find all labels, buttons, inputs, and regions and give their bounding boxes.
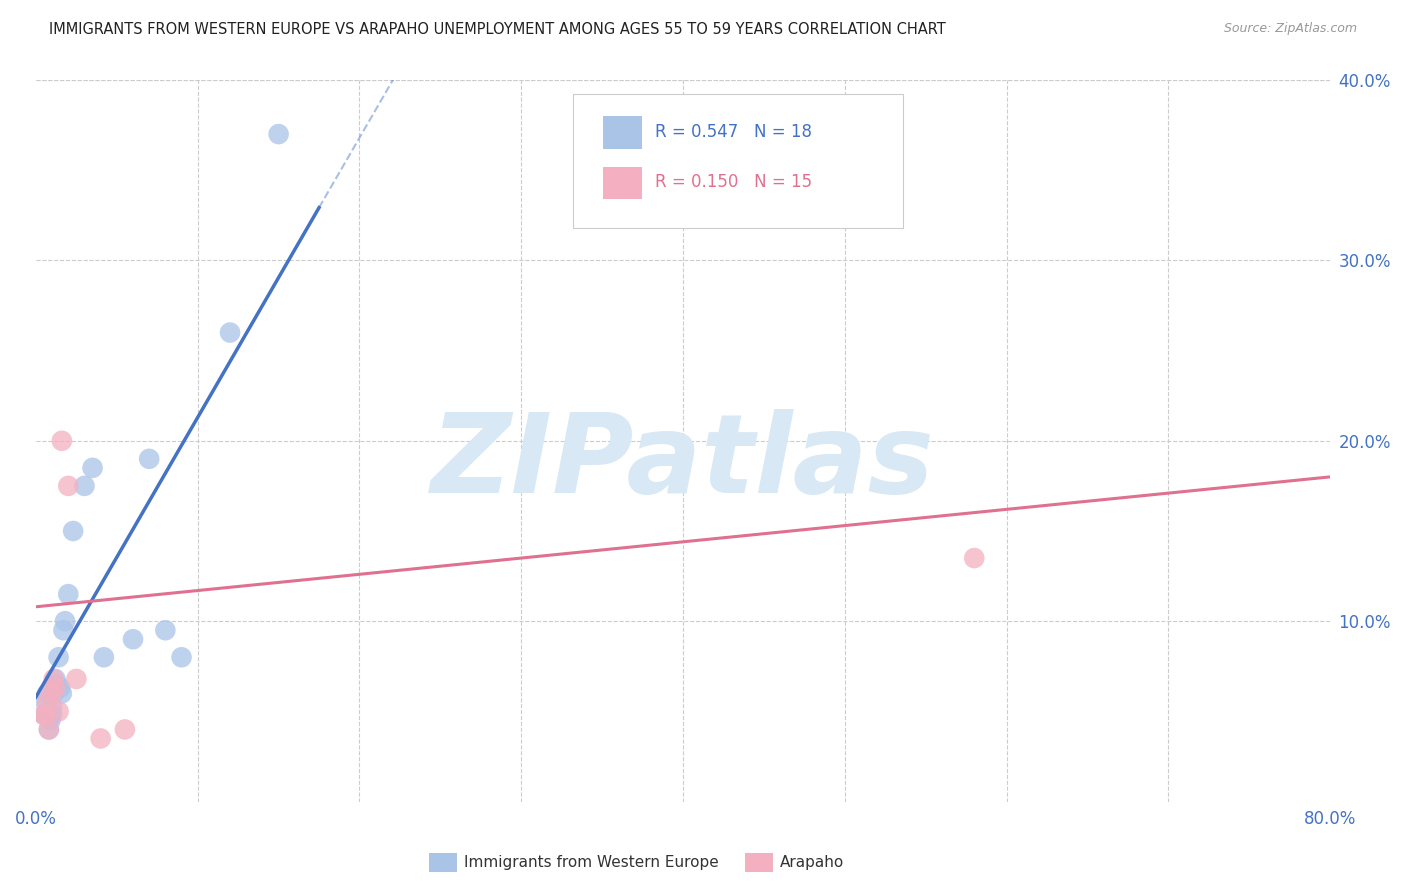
Point bbox=[34, 695, 56, 709]
Point bbox=[46, 677, 69, 691]
FancyBboxPatch shape bbox=[603, 167, 641, 199]
Point bbox=[62, 524, 84, 538]
Text: Immigrants from Western Europe: Immigrants from Western Europe bbox=[464, 855, 718, 870]
Point bbox=[49, 681, 72, 695]
Point bbox=[93, 650, 115, 665]
Point bbox=[53, 614, 76, 628]
Point bbox=[42, 672, 65, 686]
Point bbox=[963, 551, 986, 566]
Point bbox=[37, 695, 59, 709]
Point bbox=[51, 434, 73, 448]
Point bbox=[114, 723, 136, 737]
Point bbox=[42, 686, 65, 700]
Point bbox=[155, 624, 177, 638]
Point bbox=[41, 686, 63, 700]
Point bbox=[37, 686, 59, 700]
Point bbox=[122, 632, 145, 647]
Point bbox=[170, 650, 193, 665]
Point bbox=[38, 708, 60, 723]
Point bbox=[219, 326, 242, 340]
Text: ZIPatlas: ZIPatlas bbox=[432, 409, 935, 516]
Text: Source: ZipAtlas.com: Source: ZipAtlas.com bbox=[1223, 22, 1357, 36]
Point bbox=[48, 705, 70, 719]
Point bbox=[41, 700, 63, 714]
Point bbox=[32, 708, 55, 723]
Text: R = 0.150   N = 15: R = 0.150 N = 15 bbox=[655, 173, 811, 192]
Point bbox=[39, 714, 62, 728]
Point bbox=[58, 587, 80, 601]
Point bbox=[51, 686, 73, 700]
Point bbox=[138, 451, 160, 466]
FancyBboxPatch shape bbox=[574, 95, 903, 228]
Point bbox=[44, 672, 66, 686]
Point bbox=[58, 479, 80, 493]
Point bbox=[267, 127, 290, 141]
Point bbox=[52, 624, 75, 638]
Point bbox=[38, 723, 60, 737]
Point bbox=[90, 731, 112, 746]
Text: Arapaho: Arapaho bbox=[780, 855, 845, 870]
Point bbox=[73, 479, 96, 493]
Point bbox=[38, 723, 60, 737]
Point bbox=[41, 708, 63, 723]
FancyBboxPatch shape bbox=[603, 116, 641, 149]
Text: IMMIGRANTS FROM WESTERN EUROPE VS ARAPAHO UNEMPLOYMENT AMONG AGES 55 TO 59 YEARS: IMMIGRANTS FROM WESTERN EUROPE VS ARAPAH… bbox=[49, 22, 946, 37]
Point bbox=[48, 650, 70, 665]
Point bbox=[32, 708, 55, 723]
Point bbox=[44, 681, 66, 695]
Point bbox=[65, 672, 87, 686]
Point bbox=[34, 708, 56, 723]
Point bbox=[82, 461, 104, 475]
Text: R = 0.547   N = 18: R = 0.547 N = 18 bbox=[655, 123, 811, 141]
